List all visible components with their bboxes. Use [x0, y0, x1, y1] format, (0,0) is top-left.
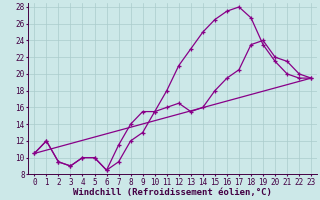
X-axis label: Windchill (Refroidissement éolien,°C): Windchill (Refroidissement éolien,°C)	[73, 188, 272, 197]
